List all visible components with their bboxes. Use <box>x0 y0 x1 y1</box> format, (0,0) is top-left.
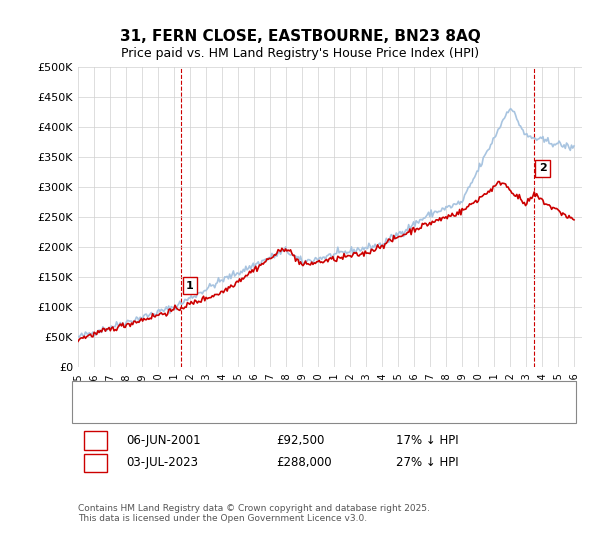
Text: 2: 2 <box>539 164 547 174</box>
Text: 27% ↓ HPI: 27% ↓ HPI <box>396 456 458 469</box>
Text: £92,500: £92,500 <box>276 433 325 447</box>
Text: Price paid vs. HM Land Registry's House Price Index (HPI): Price paid vs. HM Land Registry's House … <box>121 46 479 60</box>
Text: 2: 2 <box>91 456 100 469</box>
Text: 03-JUL-2023: 03-JUL-2023 <box>126 456 198 469</box>
Text: 17% ↓ HPI: 17% ↓ HPI <box>396 433 458 447</box>
Text: £288,000: £288,000 <box>276 456 332 469</box>
Text: 31, FERN CLOSE, EASTBOURNE, BN23 8AQ: 31, FERN CLOSE, EASTBOURNE, BN23 8AQ <box>119 29 481 44</box>
Text: 1: 1 <box>186 281 194 291</box>
Text: 31, FERN CLOSE, EASTBOURNE, BN23 8AQ (semi-detached house): 31, FERN CLOSE, EASTBOURNE, BN23 8AQ (se… <box>114 395 459 405</box>
Text: 1: 1 <box>91 433 100 447</box>
Text: 06-JUN-2001: 06-JUN-2001 <box>126 433 200 447</box>
Text: HPI: Average price, semi-detached house, Eastbourne: HPI: Average price, semi-detached house,… <box>114 407 395 417</box>
Text: Contains HM Land Registry data © Crown copyright and database right 2025.
This d: Contains HM Land Registry data © Crown c… <box>78 504 430 524</box>
